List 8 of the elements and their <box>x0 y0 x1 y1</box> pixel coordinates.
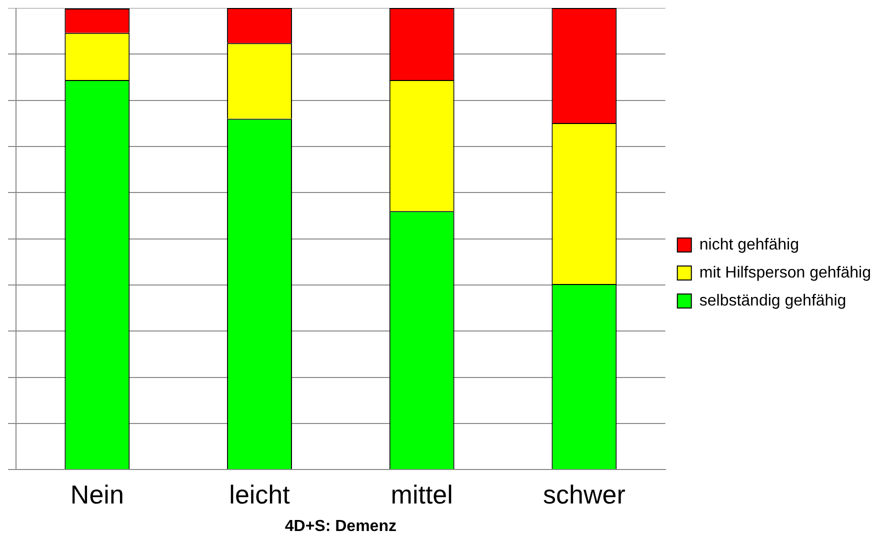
legend-label: mit Hilfsperson gehfähig <box>699 264 871 282</box>
x-tick-label: mittel <box>390 479 453 510</box>
x-tick-label: schwer <box>543 479 626 510</box>
x-tick-label: Nein <box>70 479 124 510</box>
x-axis-title: 4D+S: Demenz <box>284 518 396 535</box>
x-tick-label: leicht <box>229 479 291 510</box>
legend-label: selbständig gehfähig <box>699 292 846 310</box>
legend-label: nicht gehfähig <box>699 236 799 254</box>
